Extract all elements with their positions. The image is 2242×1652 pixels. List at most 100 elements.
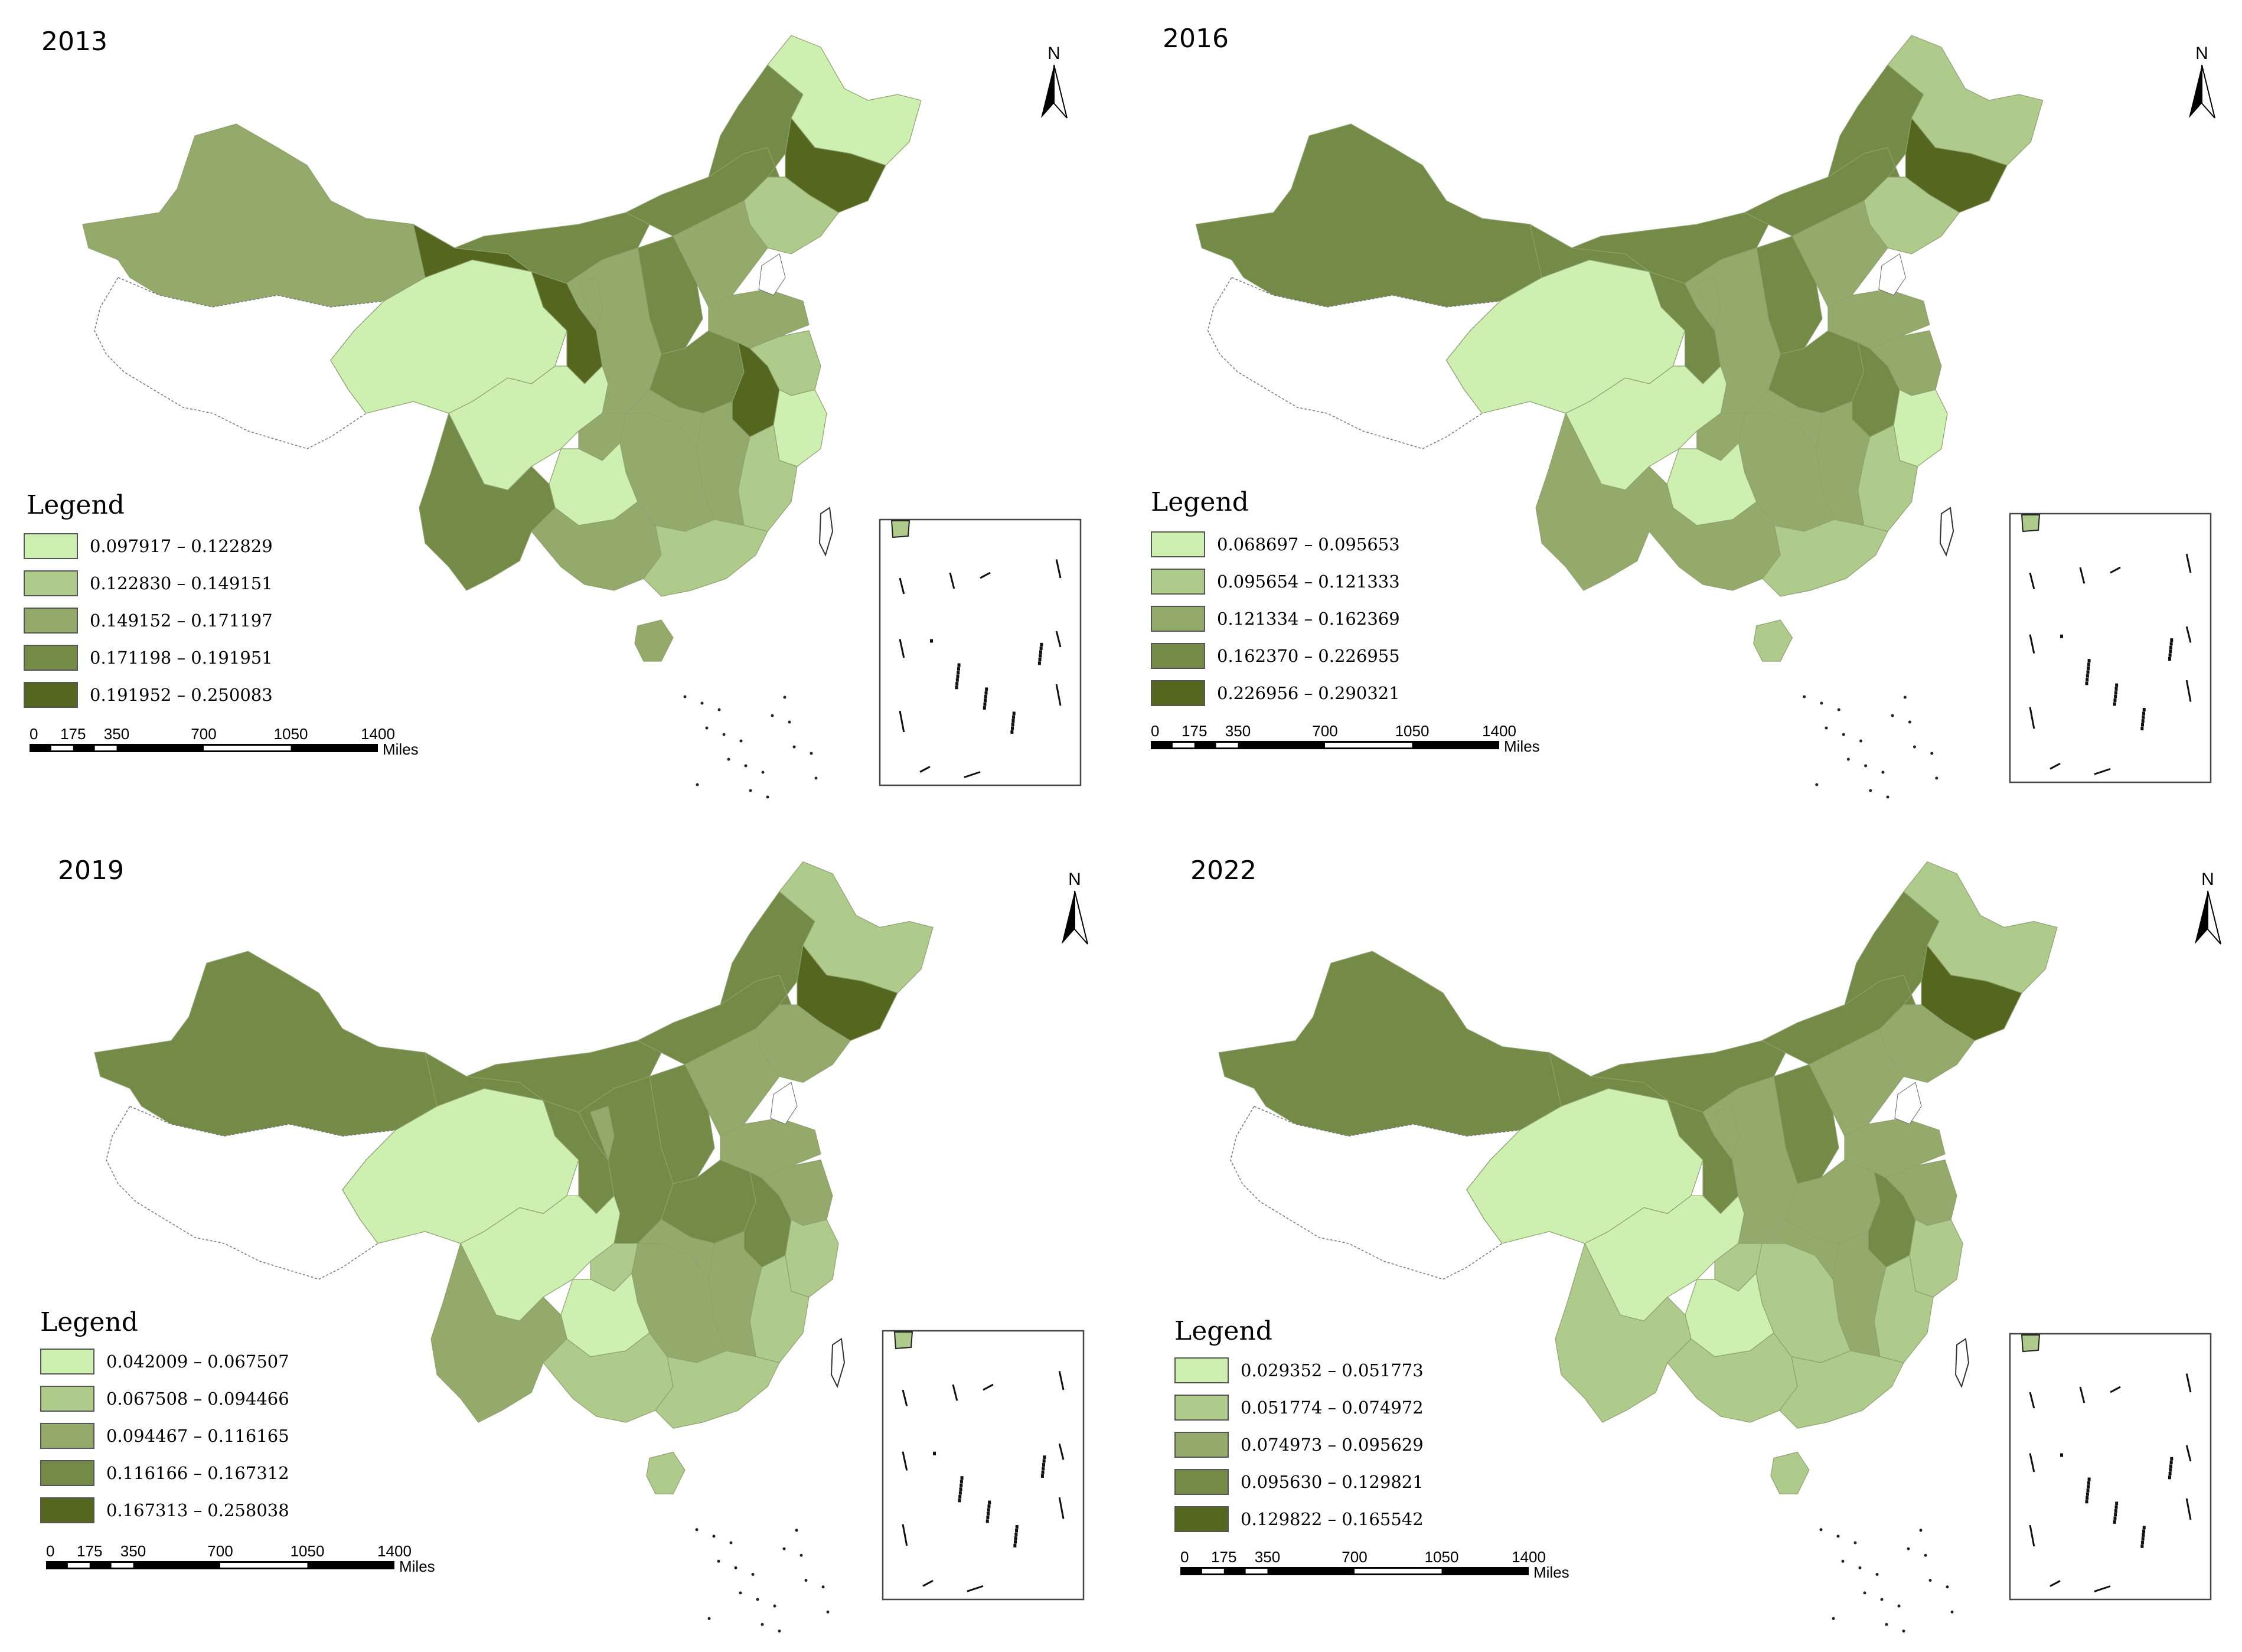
nine-dash-line-segment [2029,1524,2035,1547]
inset-island [2141,719,2145,723]
nine-dash-line-segment [2029,634,2035,654]
inset-island [2087,662,2090,667]
inset-island [1043,1455,1046,1460]
inset-island [986,1516,990,1520]
inset-island [958,1495,962,1499]
inset-island [958,1498,961,1503]
legend-swatch [1174,1506,1229,1532]
legend-swatch [24,570,78,596]
inset-island [985,1519,989,1523]
legend-item: 0.121334 – 0.162369 [1151,606,1400,632]
inset-island [2169,645,2172,649]
legend-item: 0.149152 – 0.171197 [24,608,273,634]
island-dot [1836,1535,1840,1538]
inset-island [958,1491,962,1495]
inset-island [1011,726,1014,730]
inset-island [987,1508,990,1512]
island-dot [814,776,818,780]
province-region [720,1118,821,1178]
legend-item: 0.129822 – 0.165542 [1174,1506,1424,1532]
scale-tick-label: 175 [60,725,86,743]
taiwan-outline [1954,1337,1970,1389]
nine-dash-line-segment [2079,1386,2086,1403]
legend-swatch [24,682,78,708]
island-dot [695,1528,699,1532]
taiwan-outline [818,507,834,557]
island-dot [782,1547,786,1550]
island-dot [826,1610,830,1614]
inset-island [2142,1526,2146,1530]
scale-bar-segment [94,746,117,750]
inset-island [955,685,958,690]
province-region [94,951,467,1137]
inset-island [1041,1470,1045,1474]
province-region [1696,277,1721,332]
map-panel-2013: N 0 175 350 700 1050 1400 Miles 2013 Legend 0.0979… [0,0,1121,826]
province-region [1218,951,1591,1137]
inset-island [957,671,960,675]
inset-island [2086,1492,2089,1496]
scale-tick-label: 700 [1312,722,1337,740]
scale-tick-label: 350 [1255,1548,1280,1566]
scale-unit-label: Miles [1533,1563,1569,1581]
inset-island [1011,719,1015,723]
inset-island [2114,687,2118,691]
inset-island [2168,653,2172,657]
island-dot [761,771,765,774]
inset-island [1040,642,1043,647]
province-region [708,289,810,349]
inset-island [2114,1513,2117,1517]
nine-dash-line-segment [2094,768,2111,775]
legend-swatch [40,1423,94,1449]
island-dot [1930,752,1934,755]
year-label: 2016 [1163,24,1229,54]
legend-range-label: 0.171198 – 0.191951 [90,648,273,668]
inset-island [984,698,987,703]
scale-unit-label: Miles [1504,737,1540,755]
north-arrow-half [2201,64,2215,119]
inset-island [1014,1540,1017,1544]
map-panel-2019: N 0 175 350 700 1050 1400 Miles 2019 Legend 0.0420… [0,826,1121,1652]
inset-island [1042,1459,1046,1463]
legend-swatch [1174,1432,1229,1458]
inset-island [2140,1544,2144,1548]
inset-island [2142,715,2145,719]
nine-dash-line-segment [2094,1585,2111,1592]
legend-range-label: 0.116166 – 0.167312 [106,1463,289,1483]
scale-bar-segment [1202,1569,1224,1573]
inset-island [930,639,933,643]
island-dot [1935,776,1939,780]
island-dot [749,789,752,792]
scale-unit-label: Miles [383,740,419,758]
nine-dash-line-segment [2185,1498,2192,1520]
inset-island [2114,1509,2117,1513]
north-label: N [1047,44,1060,63]
inset-island [983,702,987,706]
legend-item: 0.162370 – 0.226955 [1151,643,1400,669]
nine-dash-line-segment [2185,680,2192,702]
island-dot [1853,1541,1857,1545]
inset-island [2142,1529,2146,1533]
inset-island [1040,1474,1044,1478]
legend-item: 0.029352 – 0.051773 [1174,1357,1424,1383]
legend-swatch [1174,1469,1229,1495]
inset-island [988,1500,991,1504]
scale-tick-label: 700 [207,1542,233,1560]
legend-range-label: 0.097917 – 0.122829 [90,536,273,556]
province-region [1770,1451,1810,1494]
inset-island [960,1476,964,1480]
island-dot [1897,1604,1901,1608]
island-dot [783,696,787,699]
island-dot [722,733,726,736]
inset-hainan [2021,514,2041,533]
inset-island [1012,711,1016,716]
inset-island [2086,1496,2089,1500]
inset-island [2141,1537,2145,1541]
nine-dash-line-segment [980,572,991,579]
scale-tick-label: 1050 [1395,722,1430,740]
province-region [1590,1040,1786,1113]
inset-island [1038,658,1042,661]
nine-dash-line-segment [899,639,905,658]
